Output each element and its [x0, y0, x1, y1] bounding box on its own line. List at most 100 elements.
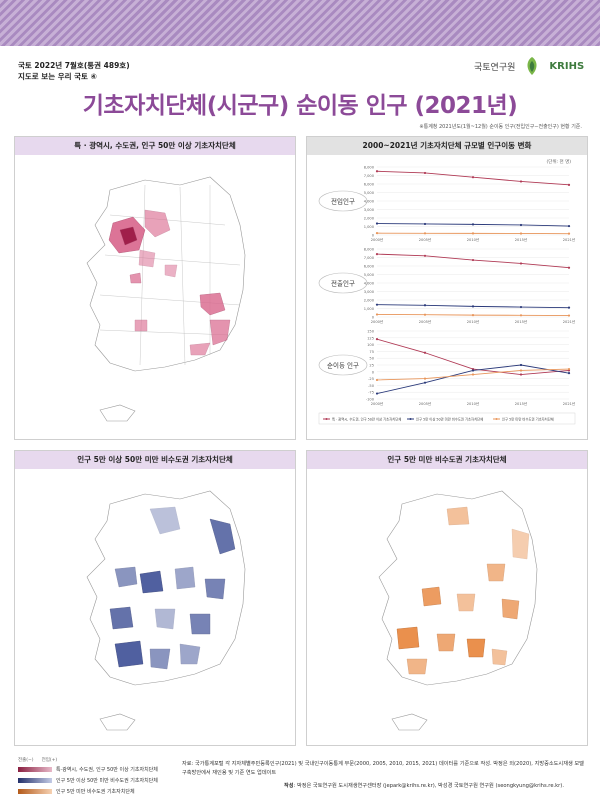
small-districts — [396, 506, 530, 675]
legend-swatch-small — [18, 789, 52, 794]
legend-item: 특·광역시, 수도권, 인구 50만 이상 기초자치단체 — [18, 764, 158, 775]
data-point — [375, 170, 379, 173]
subchart-label-badge — [318, 354, 368, 376]
legend-item: 인구 5만 이상 50만 미만 비수도권 기초자치단체 — [18, 775, 158, 786]
y-tick-label: 25 — [369, 364, 374, 368]
y-tick-label: 7,000 — [364, 256, 375, 260]
data-point — [471, 369, 475, 372]
data-point — [567, 372, 571, 375]
district-lines — [99, 184, 241, 366]
data-point — [471, 232, 475, 235]
korea-map-midsize — [86, 490, 246, 731]
data-point — [519, 262, 523, 265]
page-title: 기초자치단체(시군구) 순이동 인구 (2021년) — [82, 93, 518, 119]
source-note: 자료: 국가통계포털 각 지자체별주민등록인구(2021) 및 국내인구이동통계… — [182, 761, 584, 776]
midsize-districts — [109, 506, 236, 670]
logo-korean-text: 국토연구원 — [474, 62, 516, 73]
y-tick-label: 50 — [369, 357, 374, 361]
legend-item: 인구 5만 미만 비수도권 기초자치단체 — [18, 786, 158, 797]
legend-label: 인구 5만 이상 50만 미만 비수도권 기초자치단체 — [56, 778, 158, 784]
korea-map-small — [378, 490, 538, 731]
chart-panel: 2000~2021년 기초자치단체 규모별 인구이동 변화 (단위: 천 명) … — [306, 136, 588, 440]
y-tick-label: 2,000 — [364, 217, 375, 221]
y-tick-label: 3,000 — [364, 208, 375, 212]
y-tick-label: -50 — [368, 384, 375, 388]
y-tick-label: 0 — [372, 234, 375, 238]
data-point — [423, 254, 427, 257]
map-panel-midsize-title: 인구 5만 이상 50만 미만 비수도권 기초자치단체 — [15, 451, 295, 469]
data-point — [423, 171, 427, 175]
data-point — [567, 266, 571, 269]
data-note: ※통계청 2021년도(1월~12월) 순이동 인구(전입인구−전출인구) 현황… — [419, 124, 582, 130]
korea-outline — [86, 490, 246, 731]
x-tick-label: 2021년 — [563, 319, 575, 324]
map-panel-metro-title: 특 · 광역시, 수도권, 인구 50만 이상 기초자치단체 — [15, 137, 295, 155]
data-point — [375, 253, 379, 256]
x-tick-label: 2010년 — [467, 319, 479, 324]
legend-label: 특 · 광역시, 수도권, 인구 50만 이상 기초자치단체 — [332, 416, 401, 421]
legend-marker — [409, 418, 412, 420]
x-tick-label: 2005년 — [419, 237, 431, 242]
y-tick-label: 0 — [372, 316, 375, 320]
data-point — [423, 304, 427, 307]
x-tick-label: 2005년 — [419, 319, 431, 324]
legend-swatch-metro — [18, 767, 52, 772]
series-line: 지도로 보는 우리 국토 ④ — [18, 72, 97, 81]
line-charts: 전입인구 8,000 7,000 6,000 5,000 4,000 3,000 2,000 1… — [318, 166, 576, 425]
data-point — [519, 180, 523, 183]
map-legend: 전출(−) 전입(+) 특·광역시, 수도권, 인구 50만 이상 기초자치단체… — [18, 757, 158, 797]
leaf-logo-icon — [527, 57, 537, 75]
data-point — [567, 183, 571, 186]
data-point — [471, 223, 475, 226]
korea-outline — [378, 490, 538, 731]
data-point — [519, 363, 523, 367]
x-tick-label: 2010년 — [467, 237, 479, 242]
y-tick-label: -25 — [368, 377, 374, 381]
logo-english-text: KRIHS — [549, 60, 585, 72]
y-tick-label: 4,000 — [364, 282, 375, 286]
y-tick-label: 6,000 — [364, 265, 375, 269]
x-tick-label: 2021년 — [563, 401, 575, 406]
x-tick-label: 2000년 — [371, 237, 383, 242]
legend-label: 인구 5만 이상 50만 미만 비수도권 기초자치단체 — [416, 416, 483, 421]
chart-unit: (단위: 천 명) — [546, 160, 571, 165]
data-point — [375, 378, 379, 382]
jeju-island — [391, 713, 428, 731]
data-point — [423, 351, 427, 354]
data-point — [471, 305, 475, 308]
x-tick-label: 2015년 — [515, 237, 527, 242]
y-tick-label: 150 — [367, 330, 375, 334]
chart-legend-box — [318, 412, 576, 425]
legend-label: 인구 5만 미만 비수도권 기초자치단체 — [502, 416, 554, 421]
x-tick-label: 2010년 — [467, 401, 479, 406]
y-tick-label: 1,000 — [364, 307, 375, 311]
subchart-label: 전입인구 — [331, 197, 355, 206]
data-point — [519, 232, 523, 235]
legend-label: 특·광역시, 수도권, 인구 50만 이상 기초자치단체 — [56, 767, 158, 773]
x-tick-label: 2000년 — [371, 401, 383, 406]
y-tick-label: 5,000 — [364, 191, 375, 195]
legend-swatch-midsize — [18, 778, 52, 783]
data-point — [375, 313, 379, 316]
data-point — [375, 392, 379, 395]
x-tick-label: 2015년 — [515, 401, 527, 406]
map-panel-small-title: 인구 5만 미만 비수도권 기초자치단체 — [307, 451, 587, 469]
data-point — [375, 338, 379, 341]
data-point — [567, 367, 571, 371]
y-tick-label: 6,000 — [364, 183, 375, 187]
data-point — [519, 223, 523, 227]
decorative-top-band — [0, 0, 600, 46]
y-tick-label: -100 — [366, 398, 375, 402]
legend-marker — [495, 418, 498, 420]
data-point — [519, 373, 523, 376]
data-point — [375, 222, 379, 225]
y-tick-label: -75 — [368, 391, 374, 395]
author-note: 작성: 박정은 국토연구원 도시재생연구센터장 (jepark@krihs.re… — [284, 783, 564, 789]
y-tick-label: 125 — [367, 336, 374, 340]
data-point — [567, 232, 571, 235]
data-point — [519, 369, 523, 372]
chart-panel-title: 2000~2021년 기초자치단체 규모별 인구이동 변화 — [307, 137, 587, 155]
map-panel-small: 인구 5만 미만 비수도권 기초자치단체 — [306, 450, 588, 746]
data-point — [375, 232, 379, 235]
y-tick-label: 4,000 — [364, 200, 375, 204]
